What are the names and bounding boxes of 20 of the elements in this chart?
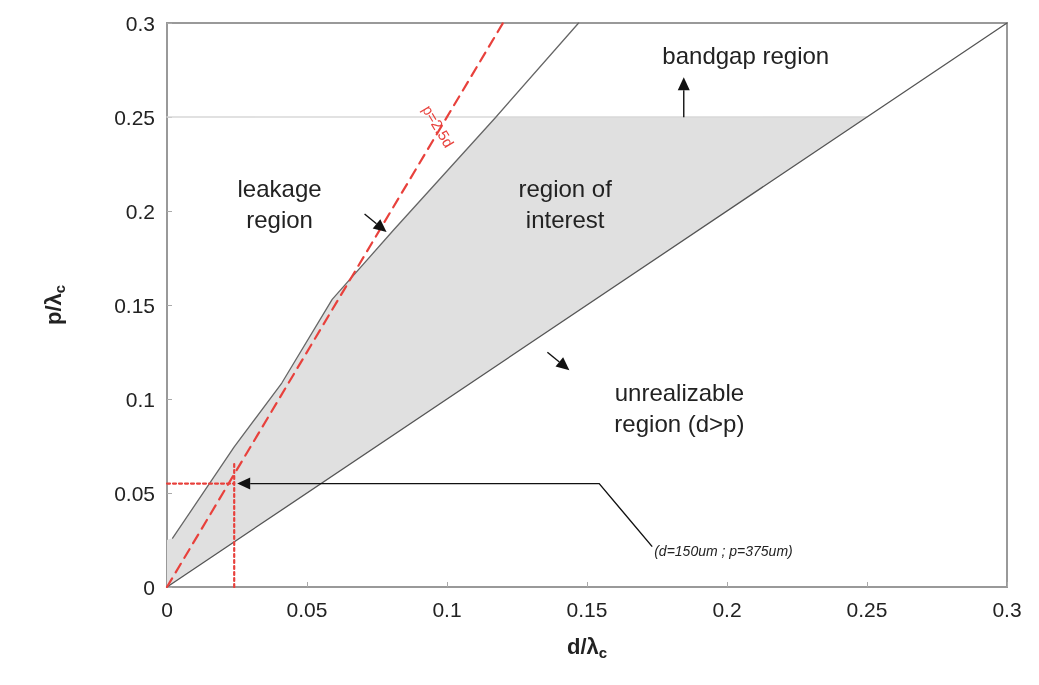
- y-tick-label: 0.15: [114, 293, 155, 317]
- x-tick-label: 0.25: [846, 598, 888, 621]
- annotation: unrealizable region (d>p): [614, 379, 745, 438]
- annotation: (d=150um ; p=375um): [654, 542, 793, 559]
- x-tick-label: 0.15: [566, 598, 608, 621]
- annotation: bandgap region: [662, 41, 830, 69]
- annotation: region of interest: [518, 175, 613, 234]
- x-tick-label: 0: [161, 598, 173, 621]
- y-tick-label: 0.1: [125, 387, 155, 411]
- y-tick-label: 0.2: [125, 199, 155, 223]
- x-tick-label: 0.2: [712, 598, 742, 621]
- y-axis-title: p/λc: [41, 284, 68, 326]
- y-tick-label: 0.25: [114, 105, 155, 129]
- x-tick-label: 0.05: [286, 598, 328, 621]
- x-tick-label: 0.3: [992, 598, 1022, 621]
- annotation: leakage region: [237, 175, 322, 234]
- y-tick-label: 0.05: [114, 481, 155, 505]
- x-tick-label: 0.1: [432, 598, 462, 621]
- y-tick-label: 0: [143, 575, 155, 599]
- y-tick-label: 0.3: [125, 11, 155, 35]
